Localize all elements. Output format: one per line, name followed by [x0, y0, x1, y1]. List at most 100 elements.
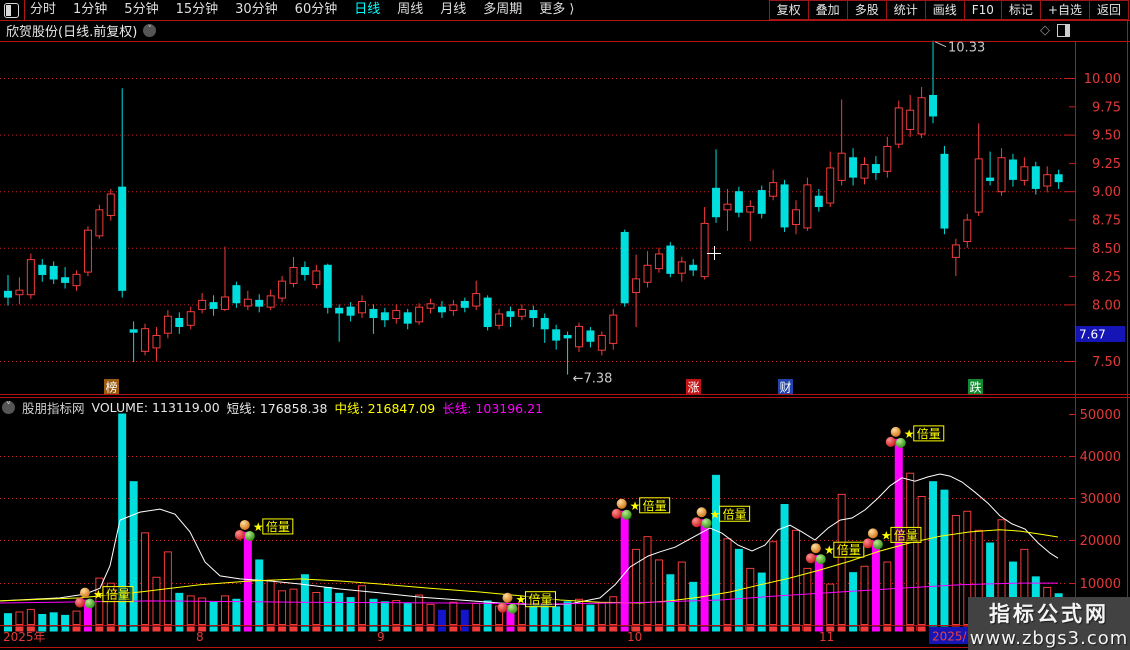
volume-indicator-header: ˅ 股朋指标网 VOLUME: 113119.00 短线: 176858.38 中线:…: [2, 399, 544, 416]
signal-ball-icon: [862, 538, 873, 549]
volume-value: VOLUME: 113119.00: [91, 399, 220, 415]
watermark: 指标公式网 www.zbgs3.com: [968, 597, 1130, 650]
period-item-4[interactable]: 30分钟: [235, 2, 278, 17]
pane-borders: [0, 20, 1130, 648]
signal-ball-icon: [502, 592, 513, 603]
ma-value-2: 长线: 103196.21: [442, 400, 544, 416]
signal-ball-icon: [74, 597, 85, 608]
price-axis-label: 10.00: [1084, 72, 1121, 87]
panel-toggle-icon[interactable]: [1057, 23, 1070, 37]
period-menu: 分时 1分钟 5分钟 15分钟 30分钟 60分钟 日线 周线 月线 多周期 更多 ⟩: [30, 0, 575, 20]
signal-label: 倍量: [723, 506, 747, 521]
signal-ball-icon: [810, 543, 821, 554]
date-label: 10: [627, 630, 642, 644]
volume-axis-label: 20000: [1080, 534, 1121, 549]
candlesticks: [4, 40, 1063, 375]
period-item-3[interactable]: 15分钟: [175, 2, 219, 17]
signal-ball-icon: [701, 518, 712, 529]
ma-line-长线: [0, 582, 1058, 605]
watermark-site-url: www.zbgs3.com: [969, 628, 1129, 649]
ma-line-中线: [0, 529, 1059, 604]
period-item-9[interactable]: 多周期: [483, 2, 523, 17]
signal-label: 倍量: [528, 592, 552, 607]
star-icon: ★: [253, 520, 264, 534]
signal-ball-icon: [867, 528, 878, 539]
price-axis-label: 9.75: [1092, 100, 1121, 115]
star-icon: ★: [904, 427, 915, 441]
price-axis-label: 7.50: [1092, 355, 1121, 370]
star-icon: ★: [515, 593, 526, 607]
signal-label: 倍量: [837, 542, 861, 557]
signal-label: 倍量: [894, 527, 918, 542]
action-menu: 复权 叠加 多股 统计 画线 F10 标记 +自选 返回: [768, 0, 1129, 20]
period-item-7[interactable]: 周线: [397, 2, 424, 17]
volume-axis-label: 30000: [1080, 492, 1121, 507]
signal-label: 倍量: [917, 426, 941, 441]
period-item-5[interactable]: 60分钟: [294, 2, 338, 17]
svg-text:涨: 涨: [688, 380, 700, 395]
ma-value-1: 中线: 216847.09: [334, 400, 436, 416]
volume-grid: 50000 40000 30000 20000 10000: [0, 408, 1121, 592]
date-highlight-tag: [929, 627, 978, 644]
date-axis: 2025年 8 9 10 11 2025/11: [3, 626, 982, 644]
signal-ball-icon: [84, 598, 95, 609]
period-item-6[interactable]: 日线: [354, 2, 381, 17]
period-item-10[interactable]: 更多 ⟩: [539, 2, 575, 17]
volume-axis-label: 10000: [1080, 577, 1121, 592]
badge-涨[interactable]: [686, 379, 701, 394]
volume-axis-label: 50000: [1080, 408, 1121, 423]
signal-ball-icon: [696, 507, 707, 518]
price-grid: 10.00 9.75 9.50 9.25 9.00 8.75 8.50 8.25 8.00 7.5…: [0, 72, 1121, 370]
svg-text:榜: 榜: [106, 380, 118, 395]
signal-ball-icon: [621, 509, 632, 520]
signal-ball-icon: [885, 436, 896, 447]
price-axis-label: 9.00: [1092, 185, 1121, 200]
watermark-site-name: 指标公式网: [989, 602, 1109, 626]
period-item-0[interactable]: 分时: [30, 2, 57, 17]
chevron-circle-icon[interactable]: ˅: [2, 400, 15, 414]
period-item-8[interactable]: 月线: [440, 2, 467, 17]
signal-ball-icon: [805, 553, 816, 564]
indicator-source-label: 股朋指标网: [22, 400, 85, 416]
ma-value-0: 短线: 176858.38: [226, 400, 328, 416]
high-annotation: 10.33: [948, 41, 985, 56]
date-label: 9: [377, 630, 385, 644]
period-item-2[interactable]: 5分钟: [124, 2, 159, 17]
action-button-8[interactable]: 返回: [1088, 0, 1129, 20]
svg-text:7.67: 7.67: [1079, 328, 1106, 342]
signal-ball-icon: [872, 539, 883, 550]
star-icon: ★: [630, 499, 641, 513]
last-price-tag: [1076, 326, 1125, 342]
diamond-icon[interactable]: ◇: [1040, 22, 1050, 38]
date-label: 8: [196, 630, 204, 644]
star-icon: ★: [881, 528, 892, 542]
badge-榜[interactable]: [104, 379, 119, 394]
signal-ball-icon: [815, 554, 826, 565]
price-axis-label: 8.25: [1092, 270, 1121, 285]
signal-ball-icon: [890, 426, 901, 437]
period-item-1[interactable]: 1分钟: [73, 2, 108, 17]
signal-label: 倍量: [643, 498, 667, 513]
low-annotation: ←7.38: [573, 372, 613, 387]
toolbar-divider: [24, 0, 25, 20]
signal-label: 倍量: [106, 587, 130, 602]
chevron-down-icon[interactable]: ˅: [143, 24, 157, 37]
signal-ball-icon: [497, 602, 508, 613]
layout-split-icon[interactable]: [4, 3, 19, 18]
price-axis-label: 8.00: [1092, 298, 1121, 313]
chart-titlebar: 欣贺股份(日线.前复权) ˅: [6, 22, 157, 40]
signal-ball-icon: [507, 603, 518, 614]
signal-ball-icon: [239, 519, 250, 530]
signal-ball-icon: [616, 498, 627, 509]
page-title: 欣贺股份(日线.前复权): [6, 25, 138, 40]
badge-财[interactable]: [778, 379, 793, 394]
volume-signals: ★ 倍量★ 倍量★ 倍量★ 倍量★ 倍量★ 倍量★ 倍量★ 倍量: [74, 425, 945, 614]
price-axis-label: 9.50: [1092, 129, 1121, 144]
ma-line-短线: [0, 473, 1059, 606]
badge-跌[interactable]: [968, 379, 983, 394]
volume-ma-lines: [0, 473, 1059, 606]
signal-ball-icon: [79, 587, 90, 598]
divider-badges: 榜涨财跌: [104, 379, 983, 395]
